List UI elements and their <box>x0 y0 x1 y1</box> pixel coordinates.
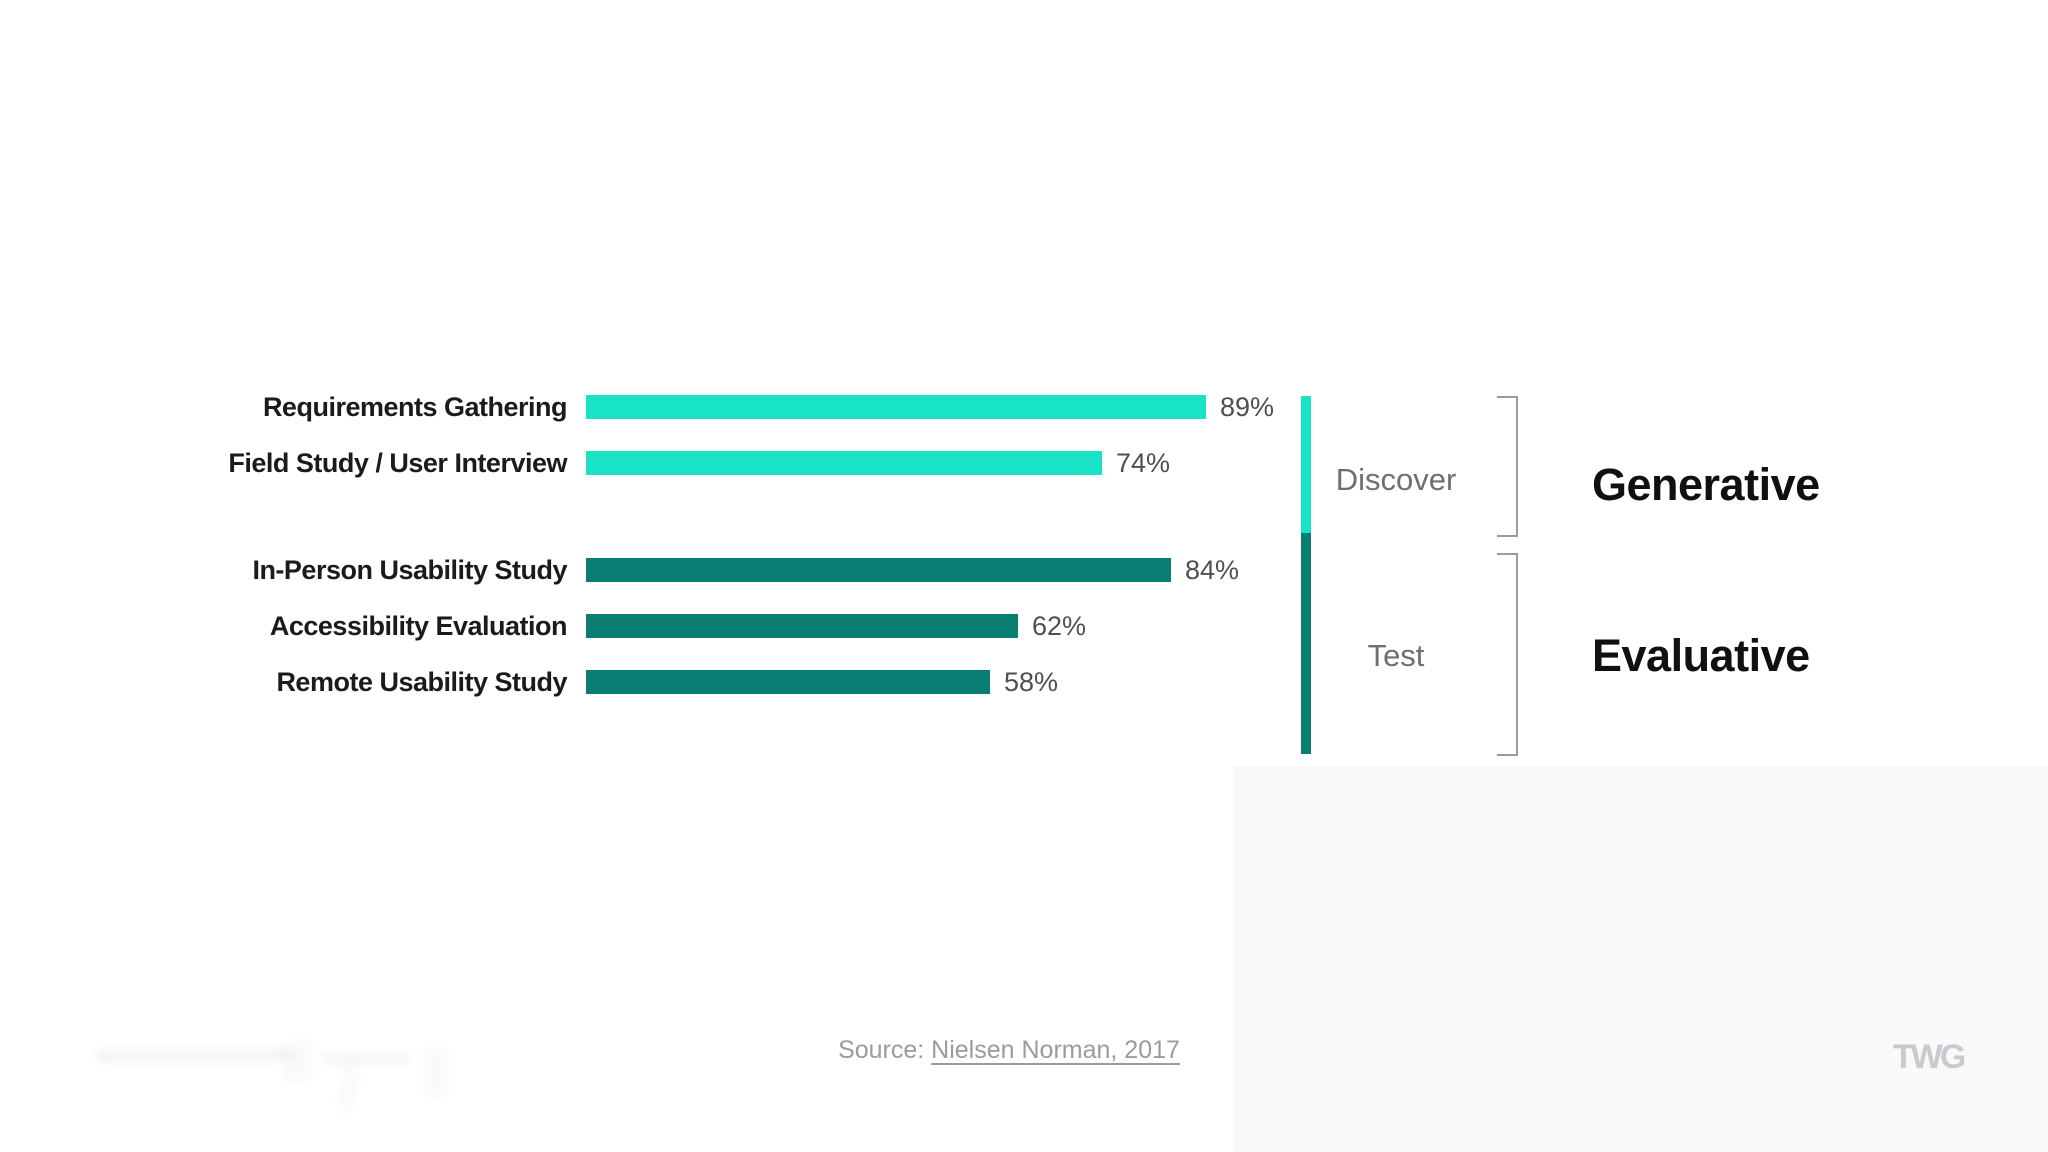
bar-label: In-Person Usability Study <box>252 554 567 585</box>
bar-value-label: 62% <box>1032 610 1087 641</box>
twg-logo: TWG <box>1893 1038 1966 1076</box>
source-caption: Source: Nielsen Norman, 2017 <box>659 1036 1359 1065</box>
phase-label-discover: Discover <box>1335 462 1457 497</box>
phase-label-test: Test <box>1367 638 1425 673</box>
bar-value-label: 84% <box>1185 554 1240 585</box>
bar-row: In-Person Usability Study 84% <box>0 555 2048 585</box>
watermark-smudge <box>283 1040 313 1082</box>
bar-row: Accessibility Evaluation 62% <box>0 611 2048 641</box>
bar-row: Requirements Gathering 89% <box>0 392 2048 422</box>
bar-value-label: 74% <box>1116 447 1171 478</box>
bar <box>586 558 1171 582</box>
source-prefix: Source: <box>838 1036 932 1064</box>
bar-label: Accessibility Evaluation <box>269 610 568 641</box>
watermark-smudge <box>425 1048 449 1098</box>
bar-row: Field Study / User Interview 74% <box>0 448 2048 478</box>
watermark-smudge <box>320 1052 410 1065</box>
background-panel <box>1233 766 2048 1152</box>
bar <box>586 451 1102 475</box>
watermark-smudge <box>95 1048 295 1063</box>
bar-value-label: 89% <box>1220 391 1275 422</box>
bar-label: Field Study / User Interview <box>228 447 567 478</box>
annotation-generative: Generative <box>1592 459 1820 510</box>
evaluative-bracket <box>1497 553 1518 756</box>
source-link[interactable]: Nielsen Norman, 2017 <box>931 1036 1180 1064</box>
generative-bracket <box>1497 396 1518 537</box>
bar-row: Remote Usability Study 58% <box>0 667 2048 697</box>
test-phase-strip <box>1301 533 1311 754</box>
bar-value-label: 58% <box>1004 666 1059 697</box>
discover-phase-strip <box>1301 396 1311 533</box>
bar <box>586 614 1018 638</box>
bar-label: Requirements Gathering <box>262 391 568 422</box>
bar-label: Remote Usability Study <box>276 666 567 697</box>
annotation-evaluative: Evaluative <box>1592 630 1810 681</box>
bar <box>586 395 1206 419</box>
bar <box>586 670 990 694</box>
